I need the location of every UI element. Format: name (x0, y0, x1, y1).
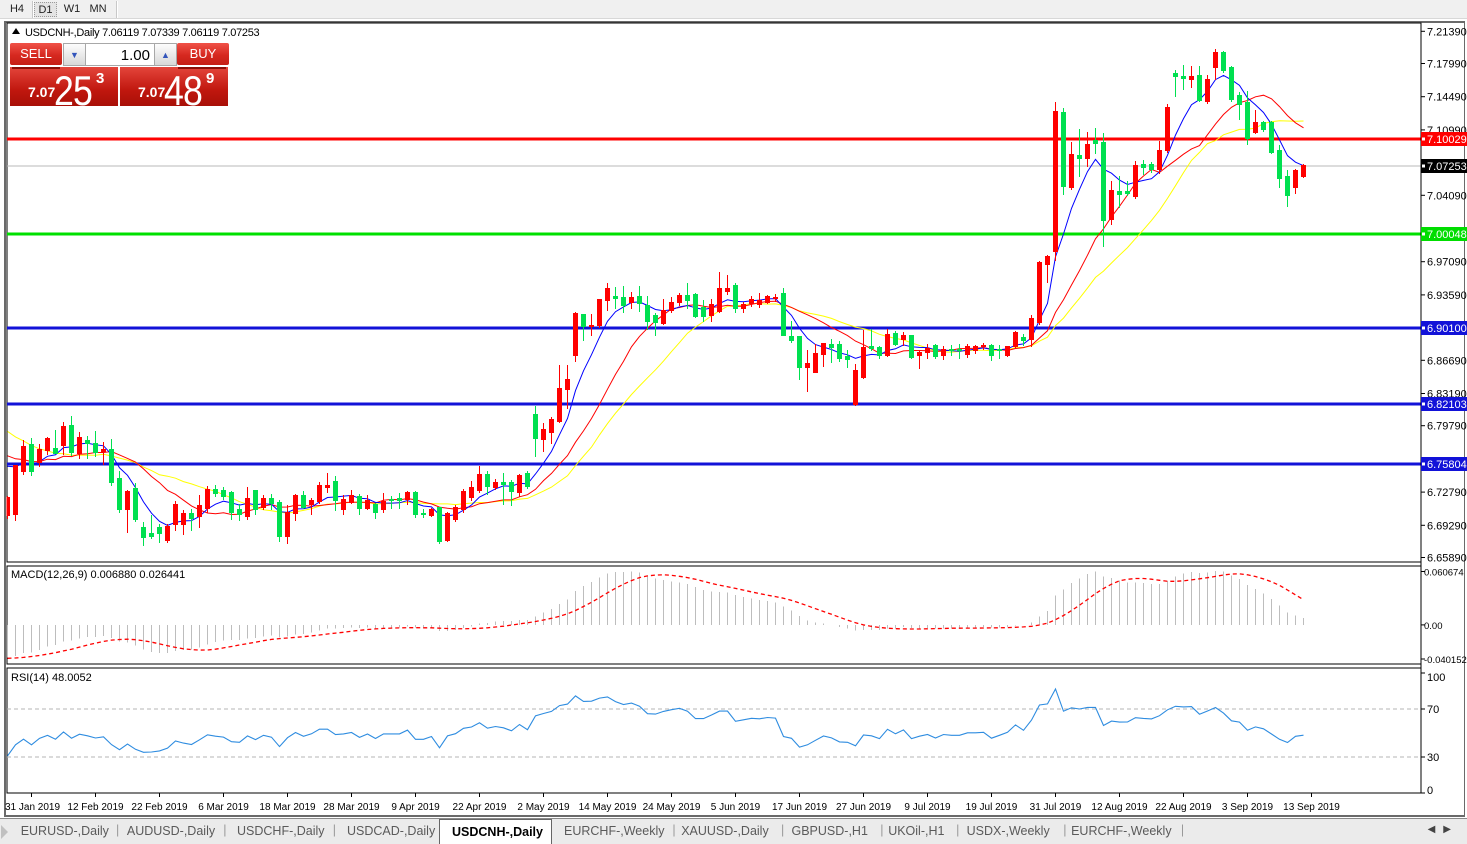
svg-text:3 Sep 2019: 3 Sep 2019 (1222, 802, 1274, 813)
svg-text:USDCNH-,Daily 7.06119 7.07339: USDCNH-,Daily 7.06119 7.07339 7.06119 7.… (25, 27, 260, 39)
svg-text:12 Aug 2019: 12 Aug 2019 (1091, 802, 1148, 813)
svg-text:18 Mar 2019: 18 Mar 2019 (259, 802, 316, 813)
svg-text:-0.040152: -0.040152 (1424, 655, 1467, 666)
svg-text:70: 70 (1427, 704, 1439, 716)
svg-text:22 Apr 2019: 22 Apr 2019 (453, 802, 507, 813)
svg-text:6.93590: 6.93590 (1427, 290, 1467, 302)
svg-text:31 Jan 2019: 31 Jan 2019 (5, 802, 60, 813)
svg-text:24 May 2019: 24 May 2019 (643, 802, 701, 813)
svg-text:28 Mar 2019: 28 Mar 2019 (323, 802, 380, 813)
svg-text:6.75804: 6.75804 (1427, 459, 1467, 471)
svg-text:22 Aug 2019: 22 Aug 2019 (1155, 802, 1212, 813)
svg-text:5 Jun 2019: 5 Jun 2019 (711, 802, 761, 813)
svg-text:6.90100: 6.90100 (1427, 323, 1467, 335)
svg-text:7.17990: 7.17990 (1427, 59, 1467, 71)
svg-text:9 Apr 2019: 9 Apr 2019 (391, 802, 440, 813)
svg-text:12 Feb 2019: 12 Feb 2019 (67, 802, 124, 813)
svg-text:2 May 2019: 2 May 2019 (517, 802, 570, 813)
svg-text:6.69290: 6.69290 (1427, 520, 1467, 532)
svg-text:9 Jul 2019: 9 Jul 2019 (904, 802, 951, 813)
svg-text:6.82103: 6.82103 (1427, 399, 1467, 411)
svg-text:0: 0 (1427, 785, 1433, 797)
svg-text:0.060674: 0.060674 (1424, 568, 1464, 579)
svg-text:7.07253: 7.07253 (1427, 161, 1467, 173)
svg-text:6.86690: 6.86690 (1427, 355, 1467, 367)
svg-text:30: 30 (1427, 752, 1439, 764)
svg-text:14 May 2019: 14 May 2019 (579, 802, 637, 813)
svg-text:7.00048: 7.00048 (1427, 229, 1467, 241)
svg-text:6.72790: 6.72790 (1427, 487, 1467, 499)
svg-text:17 Jun 2019: 17 Jun 2019 (772, 802, 827, 813)
svg-text:6.79790: 6.79790 (1427, 421, 1467, 433)
svg-text:27 Jun 2019: 27 Jun 2019 (836, 802, 891, 813)
svg-text:13 Sep 2019: 13 Sep 2019 (1283, 802, 1340, 813)
svg-text:7.14490: 7.14490 (1427, 92, 1467, 104)
svg-text:100: 100 (1427, 672, 1445, 684)
svg-text:7.04090: 7.04090 (1427, 190, 1467, 202)
svg-text:7.10029: 7.10029 (1427, 134, 1467, 146)
svg-text:7.21390: 7.21390 (1427, 26, 1467, 38)
svg-text:RSI(14) 48.0052: RSI(14) 48.0052 (11, 672, 92, 684)
svg-text:6 Mar 2019: 6 Mar 2019 (198, 802, 249, 813)
svg-text:MACD(12,26,9) 0.006880 0.02644: MACD(12,26,9) 0.006880 0.026441 (11, 569, 185, 581)
svg-text:19 Jul 2019: 19 Jul 2019 (966, 802, 1018, 813)
svg-text:22 Feb 2019: 22 Feb 2019 (131, 802, 188, 813)
svg-text:31 Jul 2019: 31 Jul 2019 (1030, 802, 1082, 813)
svg-text:6.97090: 6.97090 (1427, 257, 1467, 269)
svg-text:0.00: 0.00 (1424, 621, 1443, 632)
svg-text:6.65890: 6.65890 (1427, 553, 1467, 565)
